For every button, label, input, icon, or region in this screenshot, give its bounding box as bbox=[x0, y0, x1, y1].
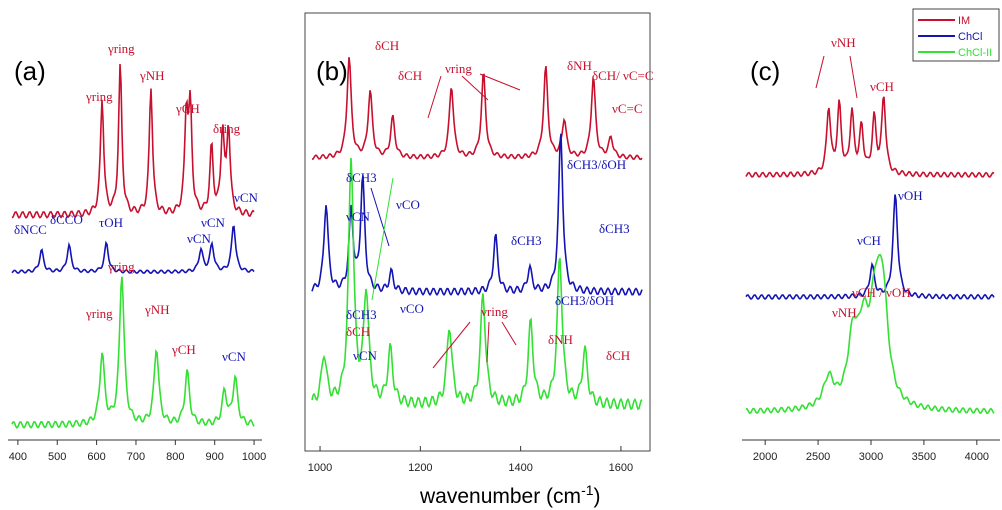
annot-a-12: γring bbox=[85, 306, 113, 321]
series-line-0-chcl-ii bbox=[11, 276, 255, 430]
tick-label-2-4: 4000 bbox=[965, 451, 989, 463]
annot-a-8: τOH bbox=[99, 215, 123, 230]
panel-a-label: (a) bbox=[14, 56, 46, 86]
annot-b-20: δCH bbox=[606, 348, 630, 363]
leader-ring-2 bbox=[461, 75, 489, 101]
annot-b-19: δNH bbox=[548, 332, 573, 347]
tick-label-1-2: 1400 bbox=[508, 462, 532, 474]
annot-b-2: νring bbox=[445, 61, 472, 76]
legend: IM ChCl ChCl-II bbox=[912, 8, 1000, 62]
tick-label-1-0: 1000 bbox=[308, 462, 332, 474]
x-axis-label-close: ) bbox=[594, 485, 601, 508]
annot-b-16: νCO bbox=[400, 301, 424, 316]
annot-b-6: νC=C bbox=[612, 101, 643, 116]
tick-label-2-1: 2500 bbox=[806, 451, 830, 463]
annot-a-2: γNH bbox=[139, 68, 165, 83]
series-line-0-im bbox=[11, 63, 255, 219]
tick-label-2-3: 3500 bbox=[912, 451, 936, 463]
leader-ring-4 bbox=[432, 321, 471, 369]
tick-label-0-4: 800 bbox=[166, 451, 184, 463]
annot-b-9: νCN bbox=[346, 209, 371, 224]
annot-b-8: δCH3 bbox=[346, 170, 377, 185]
series-line-1-chcl-ii bbox=[311, 157, 643, 411]
tick-label-0-1: 500 bbox=[48, 451, 66, 463]
annot-b-1: δCH bbox=[398, 68, 422, 83]
leader-ring-6 bbox=[501, 321, 517, 346]
leader-ring-1 bbox=[427, 75, 442, 119]
annot-a-1: γring bbox=[107, 41, 135, 56]
tick-label-0-0: 400 bbox=[9, 451, 27, 463]
x-axis-label-sup: -1 bbox=[581, 482, 594, 498]
annotations-a: γring γring γNH γCH δring νCN δNCC δCCO … bbox=[14, 41, 259, 364]
series-line-1-im bbox=[311, 57, 643, 161]
tick-label-1-1: 1200 bbox=[408, 462, 432, 474]
leader-lines bbox=[370, 55, 858, 369]
series-line-2-im bbox=[745, 96, 995, 178]
leader-ch3-2 bbox=[371, 177, 394, 301]
series-line-2-chcl bbox=[745, 194, 995, 301]
annot-a-15: νCN bbox=[222, 349, 247, 364]
annot-b-15: δCH bbox=[346, 324, 370, 339]
annot-b-4: δCH/ bbox=[592, 68, 620, 83]
annot-b-13: δCH3/δOH bbox=[555, 293, 614, 308]
leader-ch3-1 bbox=[370, 187, 390, 247]
panel-b-frame bbox=[304, 12, 651, 452]
annot-a-11: γring bbox=[107, 259, 135, 274]
panel-c-label: (c) bbox=[750, 56, 780, 86]
tick-label-1-3: 1600 bbox=[609, 462, 633, 474]
series-line-0-chcl bbox=[11, 225, 255, 275]
annot-a-7: δCCO bbox=[50, 212, 83, 227]
annot-a-3: γCH bbox=[175, 101, 200, 116]
annot-a-14: γCH bbox=[171, 342, 196, 357]
annot-b-14: δCH3 bbox=[346, 307, 377, 322]
annot-b-11: δCH3 bbox=[511, 233, 542, 248]
tick-layer: 400 500 600 700 800 900 1000 1000 1200 1400 1600 20… bbox=[9, 440, 989, 474]
legend-label-im: IM bbox=[958, 15, 970, 27]
annot-a-13: γNH bbox=[144, 302, 170, 317]
annot-b-3: δNH bbox=[567, 58, 592, 73]
leader-ring-3 bbox=[479, 73, 521, 91]
annot-b-7: δCH3/δOH bbox=[567, 157, 626, 172]
panel-b-label: (b) bbox=[316, 56, 348, 86]
leader-nh-1 bbox=[815, 55, 825, 89]
annot-c-4: νCH / νOH bbox=[852, 285, 911, 300]
annot-b-17: νring bbox=[481, 304, 508, 319]
annot-a-6: δNCC bbox=[14, 222, 47, 237]
annot-a-0: γring bbox=[85, 89, 113, 104]
legend-label-chcl: ChCl bbox=[958, 31, 982, 43]
series-line-2-chcl-ii bbox=[745, 253, 995, 415]
leader-ring-5 bbox=[486, 321, 490, 363]
annot-a-5: νCN bbox=[234, 190, 259, 205]
tick-label-0-3: 700 bbox=[127, 451, 145, 463]
tick-label-0-5: 900 bbox=[206, 451, 224, 463]
tick-label-2-2: 3000 bbox=[859, 451, 883, 463]
legend-label-chcl-ii: ChCl-II bbox=[958, 47, 992, 59]
annot-c-5: νNH bbox=[832, 305, 857, 320]
series-layer bbox=[11, 57, 995, 430]
annot-a-4: δring bbox=[213, 121, 241, 136]
annot-c-0: νNH bbox=[831, 35, 856, 50]
annot-b-18: νCN bbox=[353, 348, 378, 363]
tick-label-0-6: 1000 bbox=[242, 451, 266, 463]
series-line-1-chcl bbox=[311, 133, 643, 296]
annotations-c: νNH νCH νOH νCH νCH / νOH νNH bbox=[831, 35, 923, 320]
annot-c-2: νOH bbox=[898, 188, 923, 203]
annot-a-9: νCN bbox=[201, 215, 226, 230]
tick-label-2-0: 2000 bbox=[753, 451, 777, 463]
annot-b-10: νCO bbox=[396, 197, 420, 212]
x-axis-label: wavenumber (cm-1) bbox=[419, 482, 601, 508]
x-axis-label-text: wavenumber (cm bbox=[419, 485, 581, 508]
annot-c-3: νCH bbox=[857, 233, 881, 248]
annotations-b: δCH δCH νring δNH δCH/ νC=C νC=C δCH3/δO… bbox=[346, 38, 654, 363]
annot-a-10: νCN bbox=[187, 231, 212, 246]
tick-label-0-2: 600 bbox=[87, 451, 105, 463]
annot-b-5: νC=C bbox=[623, 68, 654, 83]
leader-nh-2 bbox=[849, 55, 858, 99]
annot-b-12: δCH3 bbox=[599, 221, 630, 236]
annot-c-1: νCH bbox=[870, 79, 894, 94]
annot-b-0: δCH bbox=[375, 38, 399, 53]
